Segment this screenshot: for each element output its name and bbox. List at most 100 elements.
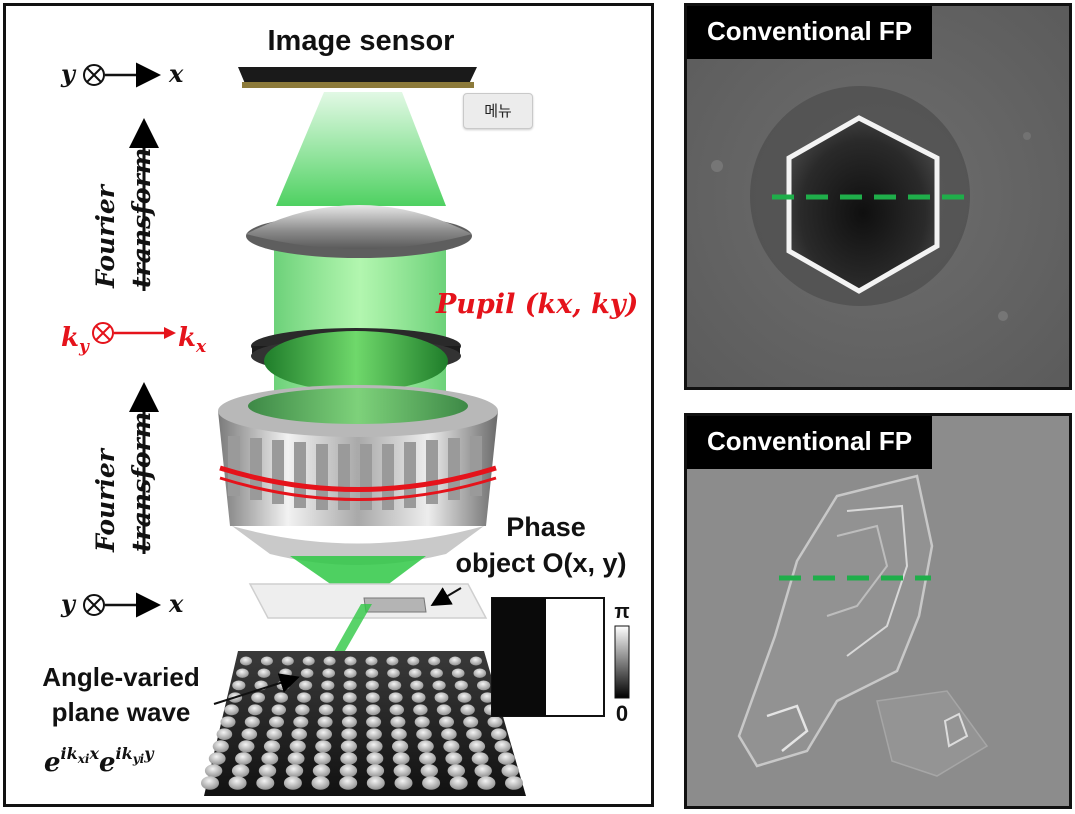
led: [468, 740, 486, 753]
led: [323, 656, 336, 666]
led: [505, 776, 523, 790]
led: [293, 716, 309, 728]
led: [261, 752, 279, 765]
led: [413, 704, 428, 716]
sample-slide: [248, 583, 488, 619]
fourier-arrow-top: Fourier transform: [91, 118, 159, 291]
led: [300, 668, 314, 678]
pupil-ky-sub: y: [78, 337, 90, 357]
led: [316, 728, 333, 740]
led: [449, 656, 462, 666]
led: [244, 716, 260, 728]
led: [408, 668, 422, 678]
led: [366, 728, 382, 740]
led: [365, 692, 380, 703]
angle-varied-label-2: plane wave: [52, 697, 191, 727]
led: [392, 740, 409, 753]
colorbar-min: 0: [616, 701, 628, 726]
led: [430, 668, 443, 678]
led: [474, 764, 492, 778]
led: [269, 716, 284, 728]
led: [416, 728, 432, 740]
led: [447, 764, 465, 778]
axis-y-label-bottom: y: [60, 589, 77, 618]
led: [366, 776, 385, 790]
led: [318, 704, 334, 716]
led: [420, 764, 438, 778]
led: [240, 656, 252, 666]
image-sensor: [238, 67, 477, 88]
led: [341, 716, 357, 728]
led: [295, 704, 310, 716]
led: [317, 716, 333, 728]
led: [340, 752, 358, 765]
led: [339, 764, 358, 778]
led: [291, 728, 308, 740]
led: [454, 680, 468, 691]
led: [419, 752, 436, 765]
led: [343, 680, 357, 691]
led: [477, 776, 496, 790]
led: [285, 764, 304, 778]
pupil-plane: [251, 328, 461, 391]
led: [451, 668, 465, 678]
led: [387, 668, 400, 678]
led: [344, 668, 357, 678]
axis-y-label: y: [60, 59, 77, 88]
led: [302, 656, 315, 666]
led: [236, 668, 249, 678]
fourier-label-bottom-2: transform: [127, 412, 156, 552]
panel-title-top: Conventional FP: [687, 6, 933, 59]
led: [241, 728, 258, 740]
led-array: [201, 651, 526, 796]
led: [498, 752, 515, 765]
panel-title-bottom: Conventional FP: [687, 416, 933, 469]
led: [281, 656, 294, 666]
led: [339, 776, 358, 790]
led: [366, 704, 381, 716]
led: [224, 704, 239, 716]
led: [389, 704, 404, 716]
axis-x-label-bottom: x: [168, 589, 184, 618]
led: [445, 752, 463, 765]
led: [201, 776, 219, 790]
led: [436, 704, 452, 716]
axes-bottom: y x: [60, 589, 184, 618]
led: [386, 656, 399, 666]
fourier-arrow-bottom: Fourier transform: [91, 382, 159, 554]
led: [470, 656, 482, 666]
led: [235, 752, 252, 765]
svg-text:ky: ky: [61, 323, 90, 357]
pupil-kx: k: [178, 323, 196, 353]
beam-cone-top: [276, 92, 446, 206]
tube-lens: [246, 205, 472, 258]
led: [314, 752, 331, 765]
led: [340, 740, 357, 753]
led: [494, 740, 511, 753]
led: [208, 752, 226, 765]
fourier-label-bottom-1: Fourier: [91, 447, 120, 553]
pupil-kx-sub: x: [195, 337, 207, 357]
menu-button[interactable]: 메뉴: [463, 93, 533, 129]
phase-object-inset: π 0: [491, 597, 630, 726]
led: [477, 680, 491, 691]
led: [256, 776, 275, 790]
led: [411, 692, 426, 703]
led: [232, 680, 246, 691]
led: [388, 692, 403, 703]
led: [248, 704, 263, 716]
led: [257, 668, 271, 678]
phase-object-label-2: object O(x, y): [455, 548, 626, 578]
led: [391, 728, 407, 740]
led: [342, 704, 357, 716]
led: [365, 656, 378, 666]
led: [258, 764, 277, 778]
hexagon-image: [687, 6, 1069, 387]
led: [390, 716, 406, 728]
axis-x-label: x: [168, 59, 184, 88]
led: [342, 692, 357, 703]
led: [480, 692, 495, 703]
led: [501, 764, 519, 778]
led: [271, 704, 286, 716]
led: [289, 740, 306, 753]
